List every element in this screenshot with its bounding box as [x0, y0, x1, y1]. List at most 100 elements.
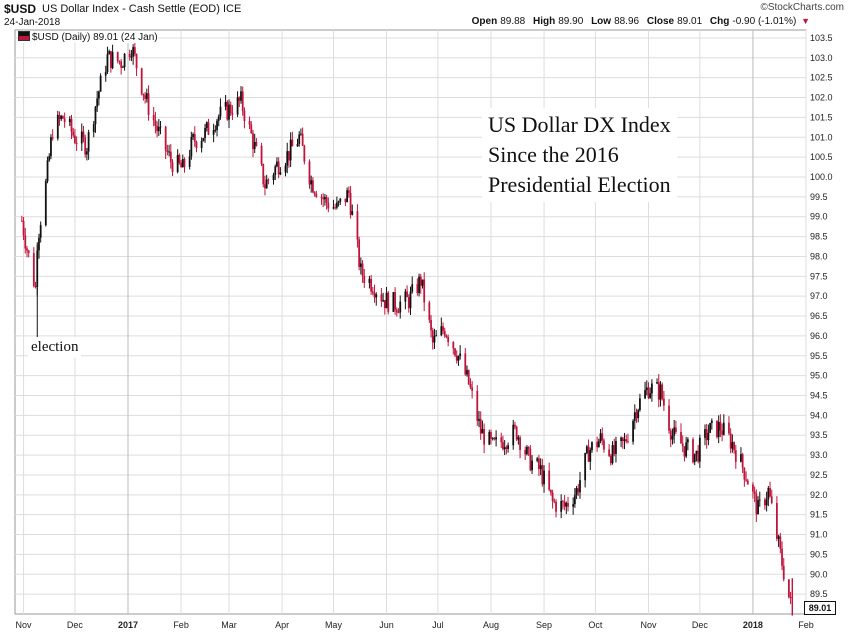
- candle-body: [145, 93, 148, 99]
- candle-body: [339, 198, 342, 202]
- candle-body: [48, 156, 51, 161]
- candle-body: [452, 342, 455, 349]
- symbol-label[interactable]: $USD: [4, 2, 37, 16]
- candle-body: [478, 418, 480, 421]
- x-tick-label: Oct: [588, 620, 603, 630]
- y-tick-label: 93.0: [810, 450, 828, 460]
- candle-body: [553, 501, 556, 502]
- candle-body: [435, 335, 438, 337]
- x-tick-label: Dec: [692, 620, 709, 630]
- candle-body: [716, 420, 718, 438]
- candle-body: [454, 348, 456, 356]
- x-tick-label: Jun: [379, 620, 394, 630]
- candle-body: [526, 446, 528, 455]
- candle-body: [394, 292, 396, 310]
- candle-body: [56, 114, 59, 139]
- candle-body: [252, 133, 254, 150]
- candle-body: [433, 336, 436, 343]
- candle-body: [548, 470, 551, 490]
- candle-body: [767, 488, 770, 500]
- candle-body: [60, 116, 63, 120]
- candle-body: [740, 454, 742, 462]
- y-tick-label: 94.5: [810, 390, 828, 400]
- candle-body: [383, 300, 386, 309]
- candle-body: [68, 118, 71, 123]
- candle-body: [382, 300, 385, 302]
- candle-body: [349, 192, 352, 215]
- candle-body: [651, 383, 653, 394]
- candle-body: [440, 326, 443, 336]
- candle-body: [647, 387, 650, 398]
- candle-body: [399, 301, 402, 313]
- candle-body: [315, 193, 318, 197]
- candle-body: [404, 291, 407, 302]
- candle-body: [538, 458, 540, 470]
- candle-body: [579, 480, 581, 493]
- y-tick-label: 101.5: [810, 112, 833, 122]
- candle-body: [253, 141, 256, 150]
- candle-legend-icon: [18, 31, 30, 41]
- candle-body: [661, 384, 664, 399]
- candle-body: [635, 412, 638, 419]
- x-tick-label: May: [325, 620, 343, 630]
- candle-body: [407, 297, 410, 309]
- candle-body: [34, 286, 37, 287]
- x-tick-label: Nov: [640, 620, 657, 630]
- candle-body: [758, 499, 761, 501]
- candle-body: [503, 447, 506, 450]
- candle-body: [536, 458, 539, 461]
- candle-body: [39, 225, 42, 238]
- y-tick-label: 93.5: [810, 430, 828, 440]
- candle-body: [406, 291, 408, 298]
- candle-body: [693, 453, 696, 463]
- candle-body: [428, 302, 431, 321]
- candle-body: [123, 53, 126, 68]
- y-tick-label: 97.0: [810, 291, 828, 301]
- candle-body: [144, 95, 147, 99]
- candle-body: [563, 501, 566, 507]
- candle-body: [488, 432, 491, 445]
- candle-body: [603, 440, 605, 450]
- candle-body: [500, 437, 503, 443]
- candle-body: [519, 437, 521, 451]
- candle-body: [611, 445, 614, 464]
- candle-body: [279, 172, 282, 175]
- candle-body: [308, 161, 311, 185]
- candle-body: [531, 460, 533, 471]
- candle-body: [649, 393, 652, 398]
- candle-body: [764, 499, 766, 506]
- candle-body: [505, 447, 508, 449]
- candle-body: [442, 326, 444, 331]
- candle-body: [787, 579, 790, 598]
- candle-body: [507, 445, 509, 449]
- candle-body: [459, 353, 462, 357]
- y-tick-label: 103.0: [810, 53, 833, 63]
- candle-body: [633, 412, 636, 421]
- candle-body: [84, 137, 87, 155]
- candle-body: [560, 501, 563, 512]
- candle-body: [411, 284, 414, 292]
- candle-body: [387, 292, 390, 312]
- candle-body: [75, 143, 78, 144]
- y-tick-label: 90.5: [810, 549, 828, 559]
- candle-body: [240, 91, 242, 101]
- candle-body: [613, 445, 616, 454]
- candle-body: [344, 198, 347, 203]
- candle-body: [625, 439, 628, 442]
- brand-logo[interactable]: ©StockCharts.com: [760, 2, 844, 13]
- candle-body: [782, 565, 785, 580]
- candle-body: [169, 151, 172, 163]
- candle-body: [681, 443, 684, 447]
- candle-body: [591, 442, 593, 451]
- candle-body: [704, 429, 706, 438]
- candle-body: [147, 93, 150, 115]
- candle-body: [72, 131, 75, 136]
- candle-body: [335, 202, 338, 208]
- candle-body: [584, 453, 587, 481]
- candle-body: [205, 122, 208, 129]
- y-tick-label: 98.5: [810, 232, 828, 242]
- candle-body: [585, 446, 588, 454]
- candle-body: [466, 370, 468, 375]
- chart-legend: $USD (Daily) 89.01 (24 Jan): [18, 31, 158, 43]
